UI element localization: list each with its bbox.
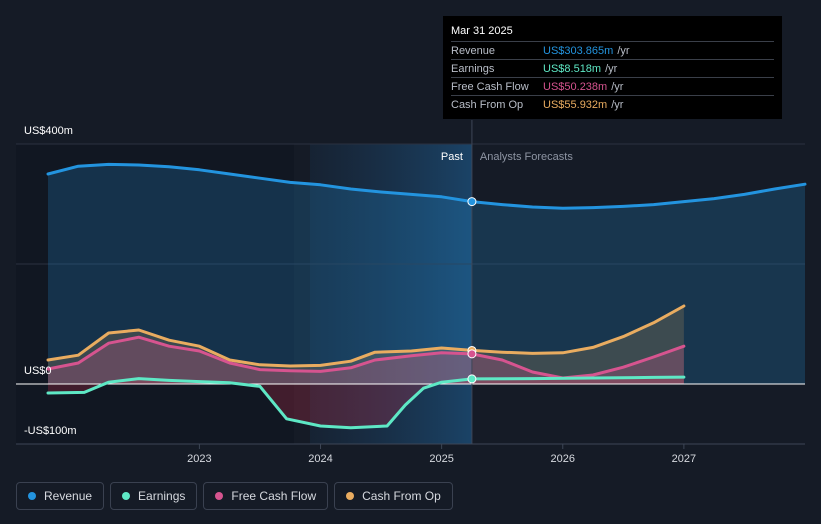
free-cash-flow-marker bbox=[467, 349, 477, 359]
x-tick-label: 2024 bbox=[308, 453, 332, 465]
tooltip-unit: /yr bbox=[611, 80, 624, 93]
cash-from-op-dot-icon bbox=[346, 492, 355, 500]
earnings-line bbox=[46, 375, 686, 430]
cash-from-op-line bbox=[46, 304, 686, 368]
free-cash-flow-dot-icon bbox=[215, 492, 224, 500]
earnings-dot-icon bbox=[122, 492, 131, 500]
tooltip-label: Revenue bbox=[451, 44, 496, 57]
revenue-area bbox=[48, 164, 805, 384]
cash-from-op-area bbox=[48, 306, 684, 384]
legend: Revenue Earnings Free Cash Flow Cash Fro… bbox=[16, 482, 453, 510]
past-label: Past bbox=[441, 151, 463, 163]
free-cash-flow-area bbox=[48, 337, 684, 384]
x-tick-label: 2026 bbox=[551, 453, 575, 465]
tooltip-unit: /yr bbox=[605, 62, 618, 75]
legend-item-free-cash-flow[interactable]: Free Cash Flow bbox=[203, 482, 329, 510]
x-tick-label: 2023 bbox=[187, 453, 211, 465]
legend-label: Free Cash Flow bbox=[231, 489, 317, 503]
x-tick-label: 2025 bbox=[429, 453, 453, 465]
legend-label: Cash From Op bbox=[362, 489, 441, 503]
x-tick-label: 2027 bbox=[672, 453, 696, 465]
tooltip-label: Free Cash Flow bbox=[451, 80, 529, 93]
legend-item-earnings[interactable]: Earnings bbox=[110, 482, 198, 510]
y-tick-label: US$0 bbox=[24, 365, 52, 377]
tooltip-label: Cash From Op bbox=[451, 98, 524, 111]
earnings-area bbox=[48, 377, 684, 428]
tooltip-row-cash-from-op: Cash From Op US$55.932m /yr bbox=[451, 95, 774, 113]
tooltip: Mar 31 2025 Revenue US$303.865m /yr Earn… bbox=[443, 16, 782, 119]
tooltip-unit: /yr bbox=[611, 98, 624, 111]
legend-label: Earnings bbox=[138, 489, 186, 503]
tooltip-value: US$303.865m bbox=[543, 44, 614, 57]
revenue-line bbox=[46, 162, 807, 210]
tooltip-value: US$8.518m bbox=[543, 62, 602, 75]
tooltip-value: US$50.238m bbox=[543, 80, 608, 93]
legend-item-cash-from-op[interactable]: Cash From Op bbox=[334, 482, 453, 510]
legend-label: Revenue bbox=[44, 489, 93, 503]
tooltip-row-earnings: Earnings US$8.518m /yr bbox=[451, 59, 774, 77]
forecast-label: Analysts Forecasts bbox=[480, 151, 573, 163]
free-cash-flow-line bbox=[46, 335, 686, 380]
tooltip-unit: /yr bbox=[617, 44, 630, 57]
earnings-marker bbox=[467, 374, 477, 384]
revenue-marker bbox=[467, 197, 477, 207]
y-tick-label: US$400m bbox=[24, 125, 73, 137]
tooltip-value: US$55.932m bbox=[543, 98, 608, 111]
tooltip-date: Mar 31 2025 bbox=[451, 25, 513, 37]
y-tick-label: -US$100m bbox=[24, 425, 77, 437]
revenue-dot-icon bbox=[28, 492, 36, 500]
legend-item-revenue[interactable]: Revenue bbox=[16, 482, 105, 510]
tooltip-row-free-cash-flow: Free Cash Flow US$50.238m /yr bbox=[451, 77, 774, 95]
tooltip-label: Earnings bbox=[451, 62, 495, 75]
tooltip-row-revenue: Revenue US$303.865m /yr bbox=[451, 41, 774, 59]
